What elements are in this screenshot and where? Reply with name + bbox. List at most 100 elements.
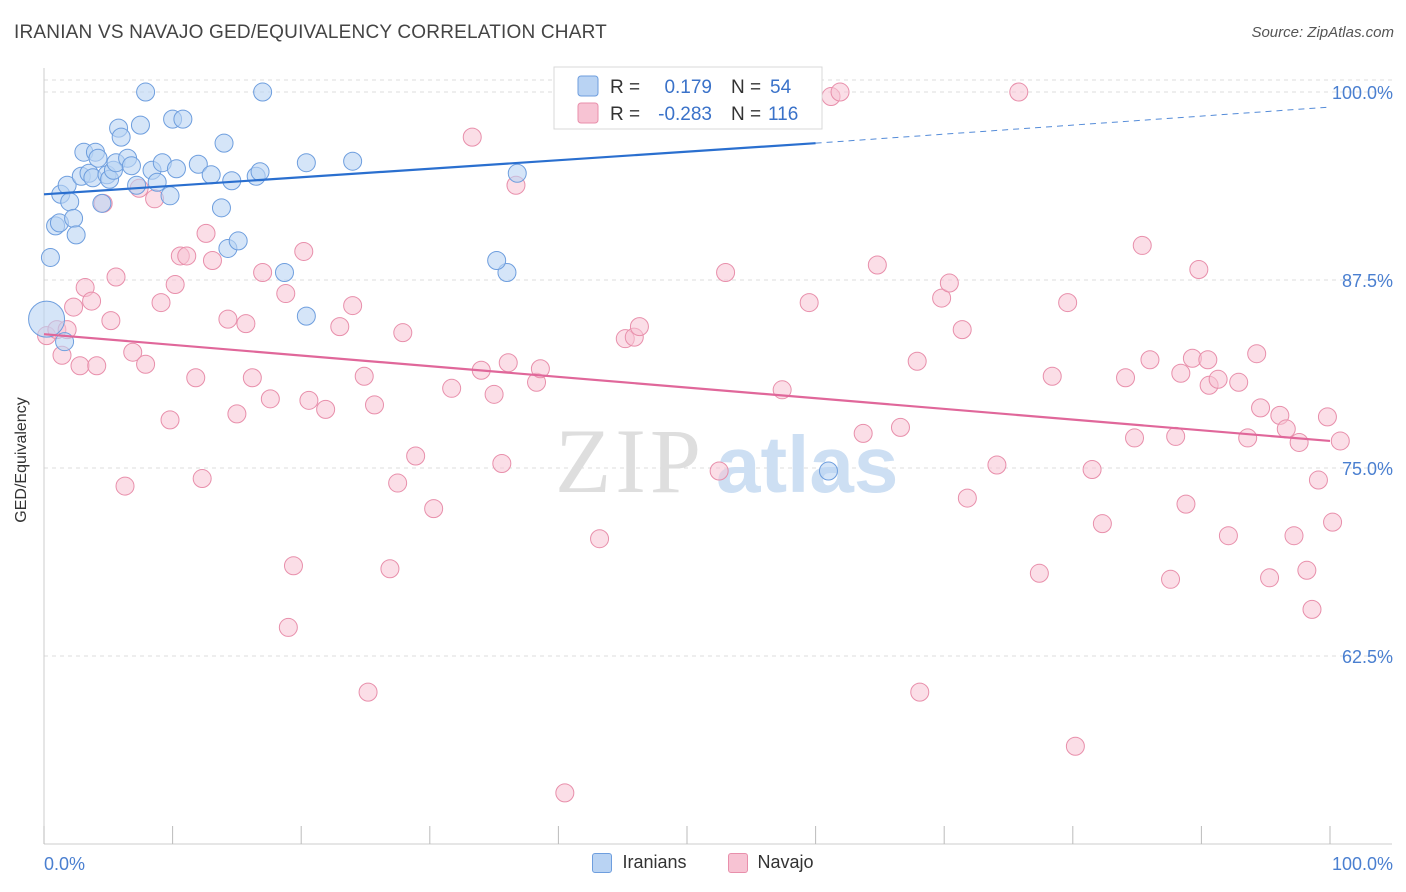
navajo-point-45	[393, 323, 413, 343]
navajo-point-19	[165, 275, 185, 295]
y-tick-label-2: 75.0%	[1342, 459, 1393, 479]
iranians-point-51	[507, 163, 527, 183]
navajo-point-75	[952, 320, 972, 340]
navajo-point-11	[106, 267, 126, 287]
navajo-point-12	[115, 476, 135, 496]
trend-lines	[43, 106, 1331, 443]
iranians-point-7	[60, 192, 80, 212]
legend-n-label-navajo: N =	[731, 104, 761, 125]
navajo-point-71	[907, 351, 927, 371]
legend-n-value-iranians: 54	[770, 77, 792, 98]
tick-labels: 100.0% 87.5% 75.0% 62.5% 0.0% 100.0%	[44, 83, 1393, 874]
navajo-point-25	[202, 250, 222, 270]
axes	[43, 68, 1392, 845]
navajo-point-17	[151, 293, 171, 313]
navajo-point-100	[1238, 428, 1258, 448]
iranians-point-50	[487, 250, 507, 270]
iranians-point-15	[88, 148, 108, 168]
navajo-point-34	[283, 556, 303, 576]
watermark-zip: ZIP	[555, 410, 705, 512]
navajo-point-76	[957, 488, 977, 508]
navajo-point-67	[830, 82, 850, 102]
iranians-point-8	[64, 208, 84, 228]
iranians-point-37	[211, 198, 231, 218]
iranians-point-48	[343, 151, 363, 171]
navajo-point-52	[492, 454, 512, 474]
navajo-point-88	[1140, 350, 1160, 370]
navajo-point-47	[424, 499, 444, 519]
navajo-point-64	[799, 293, 819, 313]
navajo-point-39	[343, 296, 363, 316]
legend-swatch-iranians	[577, 75, 599, 97]
navajo-point-84	[1092, 514, 1112, 534]
iranians-point-22	[111, 127, 131, 147]
iranians-point-41	[228, 231, 248, 251]
navajo-point-58	[590, 529, 610, 549]
navajo-point-62	[709, 461, 729, 481]
legend-swatch-iranians-bottom	[592, 852, 613, 873]
navajo-point-31	[260, 389, 280, 409]
iranians-point-0	[28, 300, 66, 338]
navajo-point-83	[1082, 460, 1102, 480]
navajo-point-103	[1260, 568, 1280, 588]
legend-n-label-iranians: N =	[731, 77, 761, 98]
iranians-trend-line	[43, 142, 816, 196]
navajo-point-108	[1297, 560, 1317, 580]
iranians-point-29	[147, 172, 167, 192]
navajo-point-95	[1198, 350, 1218, 370]
legend-swatch-navajo	[577, 102, 599, 124]
x-tick-label-0: 0.0%	[44, 854, 85, 874]
navajo-point-69	[867, 255, 887, 275]
navajo-point-53	[498, 353, 518, 373]
gridlines	[44, 79, 1392, 657]
source-label: Source: ZipAtlas.com	[1251, 24, 1394, 41]
iranians-point-27	[136, 82, 156, 102]
iranians-point-26	[130, 115, 150, 135]
navajo-point-18	[160, 410, 180, 430]
series-iranians-points	[28, 82, 838, 481]
navajo-point-23	[192, 469, 212, 489]
navajo-point-81	[1058, 293, 1078, 313]
navajo-point-37	[316, 399, 336, 419]
navajo-point-91	[1171, 363, 1191, 383]
iranians-trend-extension	[815, 106, 1331, 144]
navajo-point-78	[1009, 82, 1029, 102]
navajo-point-85	[1116, 368, 1136, 388]
legend-r-label-iranians: R =	[610, 77, 640, 98]
iranians-point-36	[201, 165, 221, 185]
iranians-point-43	[250, 162, 270, 182]
navajo-point-111	[1317, 407, 1337, 427]
x-tick-label-1: 100.0%	[1332, 854, 1393, 874]
legend-label-navajo: Navajo	[757, 852, 814, 872]
iranians-point-34	[173, 109, 193, 129]
navajo-point-92	[1176, 494, 1196, 514]
navajo-point-22	[186, 368, 206, 388]
navajo-point-112	[1323, 512, 1343, 532]
legend-n-value-navajo: 116	[768, 104, 798, 125]
navajo-point-13	[123, 342, 143, 362]
navajo-point-102	[1251, 398, 1271, 418]
navajo-point-90	[1166, 426, 1186, 446]
navajo-point-32	[276, 284, 296, 304]
iranians-point-25	[127, 175, 147, 195]
navajo-point-41	[358, 682, 378, 702]
legend-swatch-navajo-bottom	[727, 852, 748, 873]
navajo-point-61	[629, 317, 649, 337]
iranians-point-47	[296, 153, 316, 173]
navajo-point-94	[1189, 259, 1209, 279]
navajo-point-82	[1065, 736, 1085, 756]
legend-r-label-navajo: R =	[610, 104, 640, 125]
navajo-point-106	[1284, 526, 1304, 546]
iranians-point-45	[274, 263, 294, 283]
y-tick-label-1: 87.5%	[1342, 271, 1393, 291]
navajo-point-24	[196, 223, 216, 243]
iranians-point-53	[818, 461, 838, 481]
navajo-point-42	[365, 395, 385, 415]
navajo-point-46	[406, 446, 426, 466]
navajo-point-8	[87, 356, 107, 376]
navajo-point-110	[1308, 470, 1328, 490]
navajo-point-89	[1161, 569, 1181, 589]
iranians-point-24	[121, 156, 141, 176]
navajo-point-72	[910, 682, 930, 702]
